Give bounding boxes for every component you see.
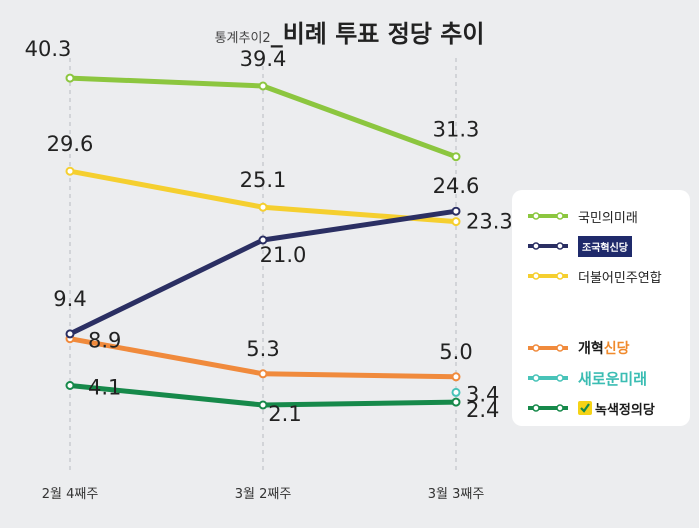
data-point-5-2 <box>451 397 461 407</box>
x-tick-label-2: 3월 3째주 <box>428 487 485 502</box>
data-point-0-1 <box>258 81 268 91</box>
data-label-3-2: 5.0 <box>439 340 472 364</box>
legend-item-reform: 개혁신당 <box>526 336 630 360</box>
legend-label-ppp: 국민의미래 <box>578 210 638 226</box>
legend-item-green-justice: 녹색정의당 <box>526 396 655 420</box>
legend-label-democratic-alliance: 더불어민주연합 <box>578 270 662 286</box>
legend-item-ppp: 국민의미래 <box>526 204 638 228</box>
chart-title-prefix: 통계추이2 <box>214 31 271 46</box>
legend-swatch-rebuilding <box>528 242 568 250</box>
data-point-3-2 <box>451 372 461 382</box>
legend-label-green-justice: 녹색정의당 <box>578 399 655 418</box>
data-point-5-1 <box>258 400 268 410</box>
data-point-0-2 <box>451 152 461 162</box>
data-label-1-0: 9.4 <box>53 287 86 311</box>
data-label-0-2: 31.3 <box>433 118 480 142</box>
data-point-2-0 <box>65 166 75 176</box>
data-point-5-0 <box>65 381 75 390</box>
legend-swatch-reform <box>528 344 568 352</box>
data-label-0-1: 39.4 <box>240 47 287 71</box>
chart-title-main: 비례 투표 정당 추이 <box>282 20 485 48</box>
data-point-0-0 <box>65 73 75 83</box>
legend-swatch-new-future <box>528 374 568 382</box>
x-tick-label-1: 3월 2째주 <box>235 487 292 502</box>
legend-swatch-democratic-alliance <box>528 272 568 280</box>
data-label-5-0: 4.1 <box>88 376 121 400</box>
legend-label-new-future: 새로운미래 <box>578 369 648 388</box>
check-icon <box>578 401 592 415</box>
data-point-4-2 <box>451 387 461 397</box>
data-label-5-1: 2.1 <box>268 402 301 426</box>
data-label-2-2: 23.3 <box>466 210 513 234</box>
x-tick-label-0: 2월 4째주 <box>42 487 99 502</box>
legend-swatch-ppp <box>528 212 568 220</box>
data-label-3-1: 5.3 <box>246 337 279 361</box>
data-label-3-0: 8.9 <box>88 329 121 353</box>
data-label-4-2: 3.4 <box>466 382 499 406</box>
data-point-3-1 <box>258 369 268 379</box>
chart-title: 통계추이2_비례 투표 정당 추이 <box>214 20 485 48</box>
data-label-2-0: 29.6 <box>47 132 94 156</box>
legend-label-reform: 개혁신당 <box>578 341 630 357</box>
data-point-2-2 <box>451 217 461 227</box>
data-label-1-2: 24.6 <box>433 174 480 198</box>
data-point-1-0 <box>65 329 75 339</box>
data-label-0-0: 40.3 <box>25 37 72 61</box>
data-label-5-2: 2.4 <box>466 398 499 422</box>
data-point-1-1 <box>258 235 268 245</box>
legend-item-democratic-alliance: 더불어민주연합 <box>526 264 662 288</box>
legend: 국민의미래 조국혁신당 더불어민주연합 개혁신당 새로운미래 <box>512 190 690 426</box>
legend-swatch-green-justice <box>528 404 568 412</box>
legend-item-rebuilding: 조국혁신당 <box>526 234 632 258</box>
data-point-2-1 <box>258 202 268 212</box>
legend-item-new-future: 새로운미래 <box>526 366 647 390</box>
data-label-2-1: 25.1 <box>240 168 287 192</box>
legend-label-rebuilding: 조국혁신당 <box>578 235 632 257</box>
data-point-1-2 <box>451 206 461 216</box>
data-label-1-1: 21.0 <box>260 243 307 267</box>
